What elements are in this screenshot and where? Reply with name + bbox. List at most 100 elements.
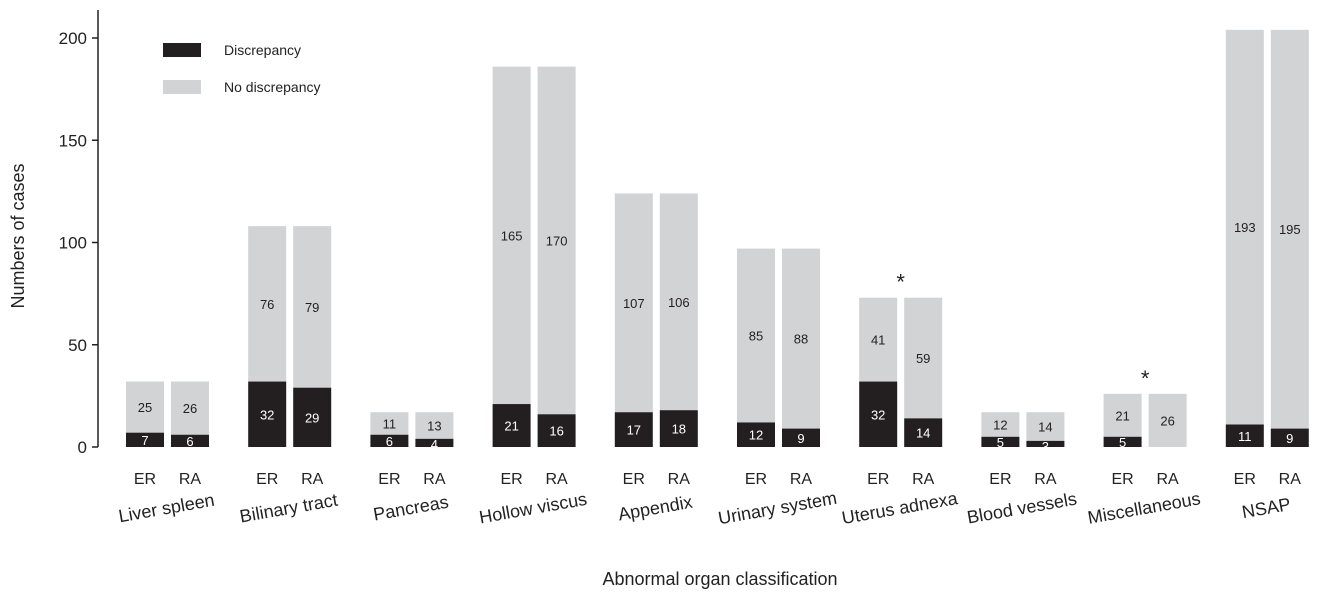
- bar-no-discrepancy: [859, 297, 898, 382]
- bar-category-label: RA: [668, 471, 691, 488]
- bar-no-discrepancy: [614, 193, 653, 413]
- bar-discrepancy: [171, 434, 209, 447]
- value-label-discrepancy: 9: [1286, 431, 1293, 446]
- value-label-discrepancy: 5: [1119, 435, 1126, 450]
- bar-no-discrepancy: [248, 226, 287, 382]
- group-label: Liver spleen: [117, 490, 216, 527]
- bar-category-label: ER: [989, 471, 1011, 488]
- bar-category-label: ER: [134, 471, 156, 488]
- bar-category-label: ER: [1111, 471, 1133, 488]
- value-label-discrepancy: 21: [504, 419, 518, 434]
- bar-category-label: RA: [545, 471, 568, 488]
- group-label: Uterus adnexa: [840, 488, 960, 528]
- x-axis-title: Abnormal organ classification: [602, 569, 837, 589]
- bar-category-label: ER: [378, 471, 400, 488]
- value-label-no-discrepancy: 13: [427, 419, 441, 434]
- group-label: Pancreas: [372, 492, 450, 525]
- legend: Discrepancy No discrepancy: [163, 42, 321, 95]
- bar-no-discrepancy: [171, 381, 209, 435]
- bar-discrepancy: [370, 434, 409, 447]
- value-label-no-discrepancy: 193: [1234, 220, 1256, 235]
- group-label: Bilinary tract: [238, 490, 339, 527]
- value-label-discrepancy: 12: [749, 428, 763, 443]
- bar-no-discrepancy: [782, 248, 820, 429]
- significance-marker: *: [1141, 366, 1150, 391]
- value-label-no-discrepancy: 12: [993, 418, 1007, 433]
- bar-category-label: ER: [500, 471, 522, 488]
- group-label: Hollow viscus: [478, 489, 589, 528]
- value-label-discrepancy: 7: [141, 433, 148, 448]
- bar-category-label: RA: [912, 471, 935, 488]
- bar-discrepancy: [981, 436, 1020, 447]
- group-label: Urinary system: [717, 488, 839, 529]
- value-label-no-discrepancy: 107: [623, 296, 645, 311]
- bar-discrepancy: [293, 387, 332, 447]
- bar-category-label: ER: [745, 471, 767, 488]
- bar-no-discrepancy: [126, 381, 164, 433]
- bar-no-discrepancy: [1148, 393, 1187, 447]
- bar-no-discrepancy: [293, 226, 332, 388]
- bar-no-discrepancy: [904, 297, 943, 419]
- bar-discrepancy: [904, 418, 943, 447]
- bar-category-label: ER: [623, 471, 645, 488]
- bar-category-label: RA: [1279, 471, 1302, 488]
- bar-category-label: ER: [256, 471, 278, 488]
- bar-no-discrepancy: [370, 412, 409, 435]
- bar-discrepancy: [659, 410, 698, 447]
- y-tick-label: 150: [59, 131, 87, 150]
- group-label: NSAP: [1240, 494, 1292, 522]
- group-label: Miscellaneous: [1086, 488, 1202, 528]
- bar-category-label: RA: [179, 471, 202, 488]
- value-label-no-discrepancy: 170: [546, 233, 568, 248]
- bar-discrepancy: [537, 414, 576, 447]
- bar-discrepancy: [1026, 440, 1065, 447]
- bar-discrepancy: [1270, 428, 1309, 447]
- bar-no-discrepancy: [659, 193, 698, 411]
- value-label-discrepancy: 6: [186, 434, 193, 449]
- bar-no-discrepancy: [737, 248, 775, 423]
- value-label-discrepancy: 32: [871, 407, 885, 422]
- bar-discrepancy: [1225, 424, 1264, 447]
- bar-no-discrepancy: [1270, 29, 1309, 429]
- value-label-discrepancy: 9: [797, 431, 804, 446]
- legend-swatch-no-discrepancy: [163, 80, 201, 94]
- value-label-no-discrepancy: 85: [749, 329, 763, 344]
- group-label: Appendix: [617, 492, 694, 525]
- bar-discrepancy: [614, 412, 653, 447]
- y-tick-label: 200: [59, 29, 87, 48]
- value-label-no-discrepancy: 165: [501, 228, 523, 243]
- bar-discrepancy: [737, 422, 775, 447]
- value-label-no-discrepancy: 25: [138, 400, 152, 415]
- bar-no-discrepancy: [1026, 412, 1065, 441]
- legend-label-discrepancy: Discrepancy: [224, 42, 301, 58]
- value-label-discrepancy: 18: [672, 422, 686, 437]
- y-axis-title: Numbers of cases: [8, 163, 28, 308]
- bar-category-label: RA: [423, 471, 446, 488]
- bar-no-discrepancy: [492, 66, 531, 405]
- bar-discrepancy: [248, 381, 287, 447]
- value-label-discrepancy: 6: [386, 434, 393, 449]
- value-label-no-discrepancy: 76: [260, 297, 274, 312]
- value-label-discrepancy: 3: [1042, 439, 1049, 454]
- bar-category-label: RA: [1034, 471, 1057, 488]
- value-label-no-discrepancy: 195: [1279, 222, 1301, 237]
- bar-no-discrepancy: [537, 66, 576, 415]
- value-label-discrepancy: 29: [305, 410, 319, 425]
- value-label-no-discrepancy: 79: [305, 300, 319, 315]
- value-label-discrepancy: 16: [549, 424, 563, 439]
- bar-discrepancy: [1103, 436, 1142, 447]
- bar-category-label: ER: [1234, 471, 1256, 488]
- value-label-discrepancy: 14: [916, 426, 930, 441]
- value-label-no-discrepancy: 59: [916, 351, 930, 366]
- bars: 25 7 ER 26 6 RA Liver spleen 76 32 ER 79 29 RA Bilina…: [117, 29, 1309, 529]
- legend-label-no-discrepancy: No discrepancy: [224, 79, 321, 95]
- value-label-no-discrepancy: 14: [1038, 420, 1052, 435]
- legend-swatch-discrepancy: [163, 43, 201, 57]
- bar-category-label: RA: [1156, 471, 1179, 488]
- value-label-no-discrepancy: 26: [1160, 413, 1174, 428]
- value-label-no-discrepancy: 88: [794, 332, 808, 347]
- bar-no-discrepancy: [1225, 29, 1264, 425]
- bar-no-discrepancy: [1103, 393, 1142, 437]
- value-label-no-discrepancy: 21: [1115, 408, 1129, 423]
